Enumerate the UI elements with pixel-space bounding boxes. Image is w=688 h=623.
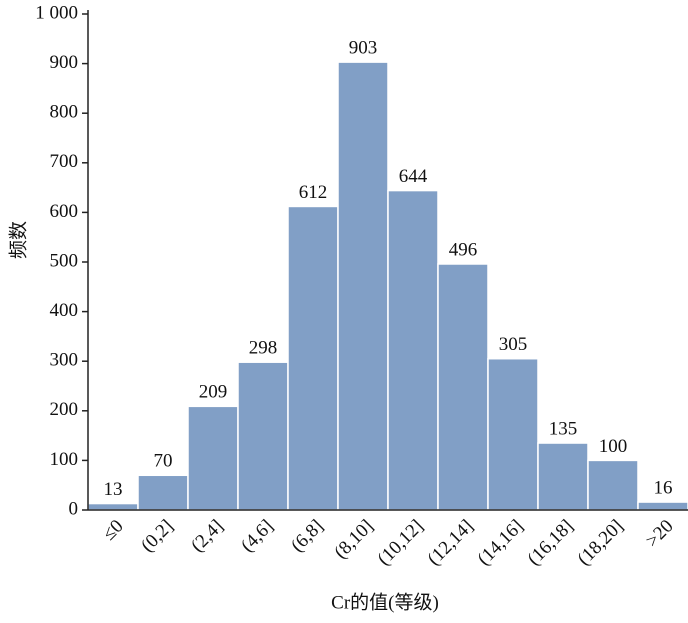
y-tick-label: 100 — [50, 449, 79, 470]
bar — [637, 501, 688, 511]
bar — [387, 189, 439, 511]
value-label: 100 — [599, 436, 628, 457]
x-tick-label: >20 — [642, 516, 678, 552]
x-tick-label: (12,14] — [424, 516, 478, 570]
value-label: 903 — [349, 37, 378, 58]
value-label: 16 — [654, 477, 673, 498]
y-tick-label: 900 — [50, 52, 79, 73]
x-tick-label: (6,8] — [287, 516, 328, 557]
bar — [587, 459, 639, 511]
value-label: 70 — [154, 451, 173, 472]
y-tick-label: 0 — [69, 498, 79, 519]
bar — [137, 474, 189, 511]
bar — [537, 442, 589, 511]
x-axis-label: Cr的值(等级) — [331, 591, 439, 613]
x-tick-label: (8,10] — [330, 516, 377, 563]
y-tick-label: 800 — [50, 102, 79, 123]
value-label: 135 — [549, 418, 578, 439]
bar — [437, 263, 489, 511]
value-label: 496 — [449, 239, 478, 260]
y-tick-label: 300 — [50, 350, 79, 371]
value-label: 13 — [104, 479, 123, 500]
y-tick-label: 700 — [50, 151, 79, 172]
value-label: 305 — [499, 334, 528, 355]
bar — [287, 205, 339, 511]
bar — [337, 61, 389, 511]
bar — [237, 361, 289, 511]
x-tick-label: (18,20] — [574, 516, 628, 570]
y-tick-label: 400 — [50, 300, 79, 321]
x-tick-label: ≤0 — [99, 516, 128, 545]
bar — [87, 502, 139, 511]
bar — [187, 405, 239, 511]
value-label: 644 — [399, 166, 428, 187]
bar — [487, 357, 539, 511]
value-label: 612 — [299, 182, 328, 203]
y-tick-label: 500 — [50, 250, 79, 271]
x-tick-label: (0,2] — [137, 516, 178, 557]
y-tick-label: 1 000 — [35, 2, 78, 23]
x-tick-label: (10,12] — [374, 516, 428, 570]
x-tick-label: (2,4] — [187, 516, 228, 557]
value-label: 298 — [249, 338, 278, 359]
y-tick-label: 200 — [50, 399, 79, 420]
x-tick-label: (16,18] — [524, 516, 578, 570]
x-tick-label: (4,6] — [237, 516, 278, 557]
y-axis-label: 频数 — [7, 221, 29, 259]
y-tick-label: 600 — [50, 201, 79, 222]
value-label: 209 — [199, 382, 228, 403]
x-tick-label: (14,16] — [474, 516, 528, 570]
